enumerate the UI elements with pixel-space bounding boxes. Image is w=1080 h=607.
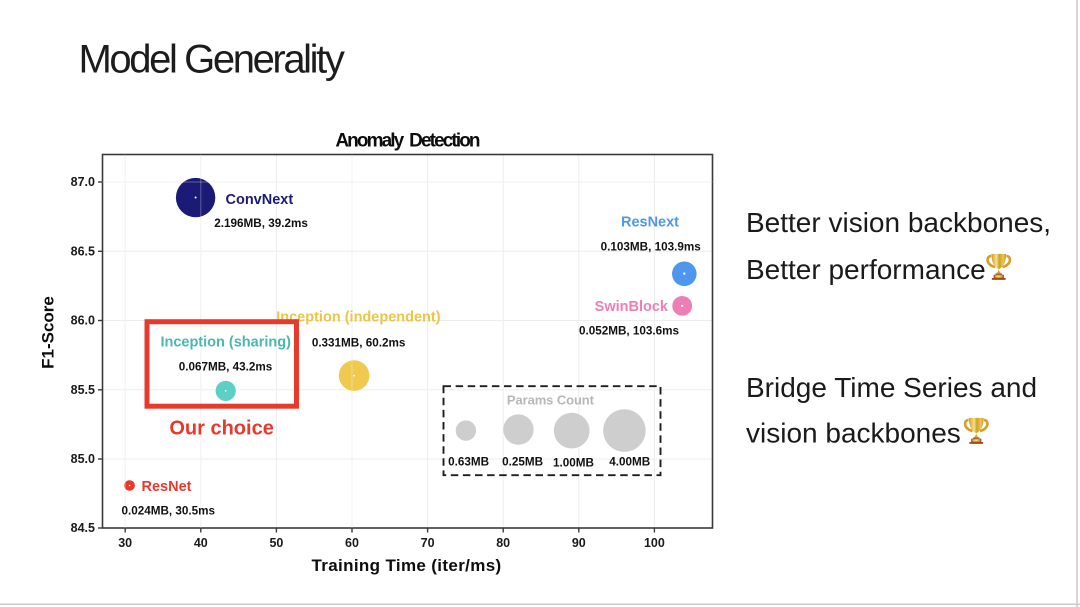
svg-text:80: 80 [496, 536, 510, 550]
svg-text:ConvNext: ConvNext [226, 192, 294, 208]
svg-text:40: 40 [194, 536, 208, 550]
svg-text:100: 100 [644, 536, 665, 550]
svg-text:SwinBlock: SwinBlock [595, 299, 669, 315]
svg-text:84.5: 84.5 [71, 521, 95, 535]
svg-text:86.5: 86.5 [71, 245, 95, 259]
svg-text:Our choice: Our choice [169, 418, 273, 440]
svg-text:60: 60 [345, 536, 359, 550]
svg-text:85.0: 85.0 [71, 452, 95, 466]
svg-text:0.024MB, 30.5ms: 0.024MB, 30.5ms [122, 505, 216, 518]
svg-text:0.63MB: 0.63MB [448, 455, 489, 468]
svg-text:0.067MB, 43.2ms: 0.067MB, 43.2ms [179, 360, 273, 373]
svg-text:90: 90 [572, 536, 586, 550]
svg-text:0.052MB, 103.6ms: 0.052MB, 103.6ms [579, 325, 680, 338]
svg-text:Better vision backbones,: Better vision backbones, [746, 207, 1051, 238]
svg-text:Better performance: Better performance [746, 254, 986, 285]
svg-text:Inception (independent): Inception (independent) [276, 310, 440, 326]
svg-text:Training Time (iter/ms): Training Time (iter/ms) [311, 556, 501, 575]
svg-text:86.0: 86.0 [71, 314, 95, 328]
svg-text:ResNet: ResNet [142, 479, 192, 495]
svg-text:Inception (sharing): Inception (sharing) [160, 335, 291, 351]
svg-text:ResNext: ResNext [621, 215, 679, 231]
svg-text:30: 30 [118, 536, 132, 550]
svg-text:70: 70 [421, 536, 435, 550]
svg-text:Model Generality: Model Generality [79, 38, 345, 82]
svg-text:Bridge Time Series and: Bridge Time Series and [746, 372, 1037, 403]
svg-text:50: 50 [269, 536, 283, 550]
svg-text:0.25MB: 0.25MB [502, 455, 543, 468]
svg-text:1.00MB: 1.00MB [553, 457, 594, 470]
svg-text:vision backbones: vision backbones [746, 418, 961, 449]
svg-text:87.0: 87.0 [71, 175, 95, 189]
svg-text:85.5: 85.5 [71, 383, 95, 397]
svg-text:0.331MB, 60.2ms: 0.331MB, 60.2ms [312, 337, 406, 350]
svg-text:Params Count: Params Count [507, 393, 595, 408]
svg-text:4.00MB: 4.00MB [609, 455, 650, 468]
svg-text:2.196MB, 39.2ms: 2.196MB, 39.2ms [214, 217, 308, 230]
svg-text:F1-Score: F1-Score [39, 296, 58, 369]
svg-text:Anomaly Detection: Anomaly Detection [335, 131, 480, 152]
svg-text:0.103MB, 103.9ms: 0.103MB, 103.9ms [601, 241, 702, 254]
